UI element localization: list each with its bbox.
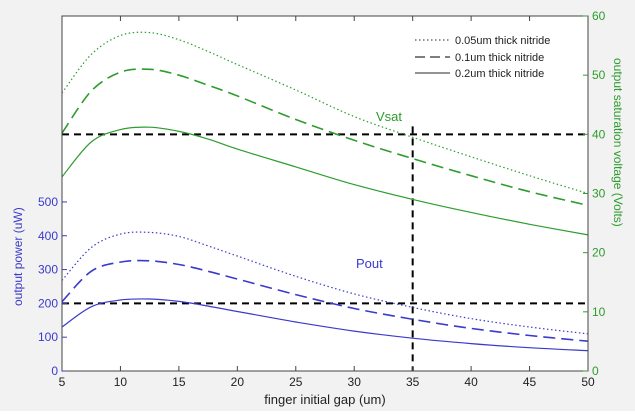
power-series-dotted [61, 231, 589, 335]
right-y-axis-label: output saturation voltage (Volts) [611, 58, 625, 227]
left-y-tick-label: 200 [38, 296, 58, 310]
x-tick-label: 40 [464, 375, 478, 389]
x-axis-label: finger initial gap (um) [264, 392, 385, 407]
left-y-tick-label: 300 [38, 263, 58, 277]
x-tick-label: 15 [172, 375, 186, 389]
voltage-series-solid [61, 126, 589, 236]
reference-lines [62, 126, 588, 371]
right-y-tick-label: 50 [592, 68, 606, 82]
x-tick-label: 5 [59, 375, 66, 389]
legend-label-dashed: 0.1um thick nitride [455, 52, 544, 64]
right-y-axis: 0 10 20 30 40 50 60 [583, 9, 606, 378]
left-y-tick-label: 400 [38, 229, 58, 243]
left-y-tick-label: 100 [38, 330, 58, 344]
right-y-tick-label: 60 [592, 9, 606, 23]
legend-label-solid: 0.2um thick nitride [455, 68, 544, 80]
x-tick-label: 45 [523, 375, 537, 389]
right-y-tick-label: 0 [592, 364, 599, 378]
left-y-tick-label: 0 [51, 364, 58, 378]
annotation-pout: Pout [356, 256, 383, 271]
x-tick-label: 25 [289, 375, 303, 389]
right-y-tick-label: 30 [592, 187, 606, 201]
x-tick-label: 35 [406, 375, 420, 389]
x-axis: 5 10 15 20 25 30 35 40 45 50 [59, 16, 595, 389]
power-series-solid [61, 298, 589, 352]
legend: 0.05um thick nitride 0.1um thick nitride… [415, 35, 550, 80]
legend-label-dotted: 0.05um thick nitride [455, 35, 550, 47]
left-y-tick-label: 500 [38, 195, 58, 209]
left-y-axis-label: output power (uW) [11, 207, 25, 306]
power-series-dashed [61, 259, 589, 342]
right-y-tick-label: 20 [592, 246, 606, 260]
right-y-tick-label: 40 [592, 127, 606, 141]
x-tick-label: 30 [348, 375, 362, 389]
right-y-tick-label: 10 [592, 305, 606, 319]
plot-area [62, 16, 588, 371]
x-tick-label: 10 [114, 375, 128, 389]
x-tick-label: 20 [231, 375, 245, 389]
x-tick-label: 50 [581, 375, 595, 389]
voltage-series-dashed [61, 68, 589, 207]
annotation-vsat: Vsat [376, 109, 402, 124]
left-y-axis: 0 100 200 300 400 500 [38, 195, 67, 378]
series-lines [61, 31, 589, 352]
